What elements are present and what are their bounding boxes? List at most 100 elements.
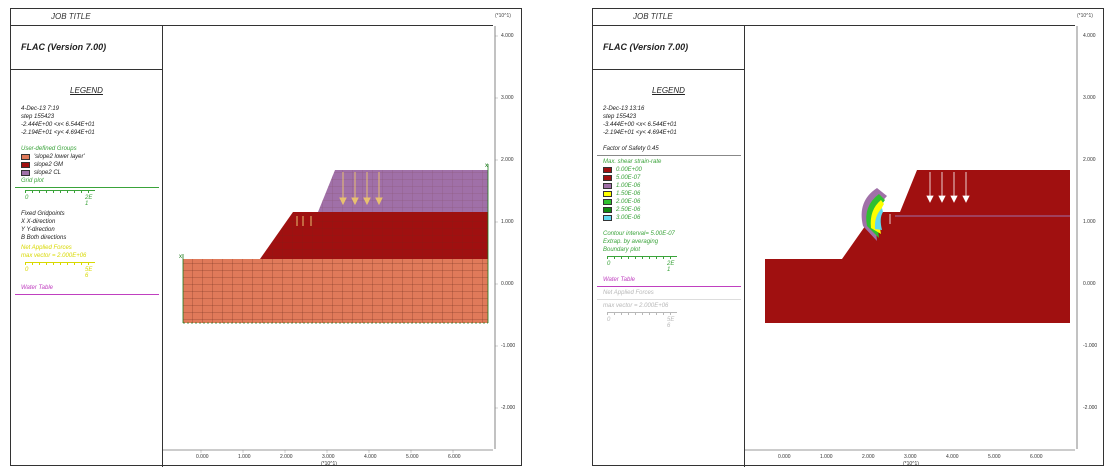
divider [15, 187, 159, 188]
fixed-boundary-markers [182, 164, 489, 324]
slope-body [765, 170, 1070, 323]
contour-item: 2.50E-06 [593, 206, 744, 214]
flac-sliding-panel: JOB TITLE (*10^1) FLAC (Version 7.00) LE… [592, 8, 1105, 467]
y-tick-label: -2.000 [1083, 405, 1098, 411]
contour-item: 0.00E+00 [593, 166, 744, 174]
legend-box: FLAC (Version 7.00) LEGEND 4-Dec-13 7:19… [11, 26, 163, 467]
svg-text:x: x [485, 163, 488, 169]
y-extent: -2.194E+01 <y< 4.694E+01 [21, 130, 95, 136]
group-swatch [21, 162, 30, 168]
model-plot [745, 26, 1075, 449]
run-date: 4-Dec-13 7:19 [21, 106, 60, 112]
fixed-item: X X-direction [21, 219, 56, 225]
x-tick-label: 3.000 [322, 454, 335, 460]
applied-forces-label: Net Applied Forces [21, 245, 72, 251]
applied-load-arrows [889, 172, 970, 224]
group-item: 'slope2 lower layer' [11, 153, 162, 161]
applied-forces-label: Net Applied Forces [603, 290, 654, 296]
x-tick-label: 1.000 [238, 454, 251, 460]
scale-bar: 0 2E 1 [25, 190, 95, 207]
contour-swatch [603, 175, 612, 181]
y-tick-label: 1.000 [1083, 219, 1096, 225]
x-tick-label: 6.000 [1030, 454, 1043, 460]
y-tick-label: 0.000 [1083, 281, 1096, 287]
contour-item: 1.00E-06 [593, 182, 744, 190]
contour-interval: Contour interval= 5.00E-07 [603, 231, 675, 237]
x-extent: -2.444E+00 <x< 6.544E+01 [21, 122, 95, 128]
y-tick-label: 2.000 [1083, 157, 1096, 163]
water-table-line [15, 294, 159, 295]
divider [597, 299, 741, 300]
contour-label: 2.50E-06 [616, 207, 641, 213]
x-tick-label: 5.000 [406, 454, 419, 460]
contour-label: 5.00E-07 [616, 175, 641, 181]
y-extent: -2.194E+01 <y< 4.694E+01 [603, 130, 677, 136]
y-tick-label: -1.000 [1083, 343, 1098, 349]
contour-label: 0.00E+00 [616, 167, 642, 173]
fixed-item: Y Y-direction [21, 227, 55, 233]
force-scale-end: 5E 6 [667, 317, 675, 329]
fixed-heading: Fixed Gridpoints [21, 211, 65, 217]
program-title: FLAC (Version 7.00) [593, 26, 744, 70]
y-axis: 4.000 3.000 2.000 1.000 0.000 -1.000 -2.… [493, 26, 523, 449]
scale-zero: 0 [25, 195, 29, 201]
shear-band [861, 188, 887, 241]
y-tick-label: 4.000 [1083, 33, 1096, 39]
x-tick-label: 0.000 [196, 454, 209, 460]
group-item: slope2 CL [11, 169, 162, 177]
contour-label: 2.00E-06 [616, 199, 641, 205]
contour-label: 1.50E-06 [616, 191, 641, 197]
contour-item: 5.00E-07 [593, 174, 744, 182]
group-item: slope2 GM [11, 161, 162, 169]
grid-plot-label: Grid plot [21, 178, 44, 184]
force-scale-bar: 0 5E 6 [25, 262, 95, 279]
flac-grid-panel: JOB TITLE (*10^1) FLAC (Version 7.00) LE… [10, 8, 523, 467]
y-tick-label: -2.000 [501, 405, 516, 411]
svg-text:x: x [179, 254, 182, 260]
model-plot: x x [163, 26, 493, 449]
contour-swatch [603, 199, 612, 205]
y-tick-label: 0.000 [501, 281, 514, 287]
contour-item: 3.00E-06 [593, 214, 744, 222]
water-table-label: Water Table [603, 277, 636, 283]
x-axis: 0.000 1.000 2.000 3.000 4.000 5.000 6.00… [163, 449, 493, 467]
y-tick-label: 3.000 [1083, 95, 1096, 101]
contour-swatch [603, 191, 612, 197]
x-extent: -3.444E+00 <x< 6.544E+01 [603, 122, 677, 128]
water-table-line [597, 286, 741, 287]
x-axis: 0.000 1.000 2.000 3.000 4.000 5.000 6.00… [745, 449, 1075, 467]
slope-grid-svg: x x [179, 163, 489, 324]
x-tick-label: 6.000 [448, 454, 461, 460]
force-scale-bar: 0 5E 6 [607, 312, 677, 329]
scale-end: 2E 1 [667, 261, 675, 273]
divider [597, 155, 741, 156]
fixed-item: B Both directions [21, 235, 67, 241]
contour-swatch [603, 183, 612, 189]
applied-load-arrows [296, 172, 383, 226]
x-tick-label: 2.000 [862, 454, 875, 460]
y-tick-label: 4.000 [501, 33, 514, 39]
scale-zero: 0 [607, 261, 611, 267]
force-scale-zero: 0 [607, 317, 611, 323]
boundary-plot-label: Boundary plot [603, 247, 641, 253]
x-tick-label: 3.000 [904, 454, 917, 460]
x-tick-label: 4.000 [364, 454, 377, 460]
x-tick-label: 0.000 [778, 454, 791, 460]
groups-heading: User-defined Groups [21, 146, 77, 152]
x-tick-label: 5.000 [988, 454, 1001, 460]
run-date: 2-Dec-13 13:16 [603, 106, 645, 112]
group-swatch [21, 154, 30, 160]
y-tick-label: 1.000 [501, 219, 514, 225]
contour-swatch [603, 167, 612, 173]
y-axis: 4.000 3.000 2.000 1.000 0.000 -1.000 -2.… [1075, 26, 1105, 449]
legend-title: LEGEND [652, 86, 685, 95]
y-tick-label: 2.000 [501, 157, 514, 163]
x-axis-unit: (*10^1) [321, 461, 337, 467]
step-count: step 155423 [603, 114, 637, 120]
contour-label: 1.00E-06 [616, 183, 641, 189]
contour-item: 2.00E-06 [593, 198, 744, 206]
contour-label: 3.00E-06 [616, 215, 641, 221]
job-title: JOB TITLE [11, 9, 493, 26]
axis-unit-top: (*10^1) [1077, 13, 1093, 19]
group-swatch [21, 170, 30, 176]
